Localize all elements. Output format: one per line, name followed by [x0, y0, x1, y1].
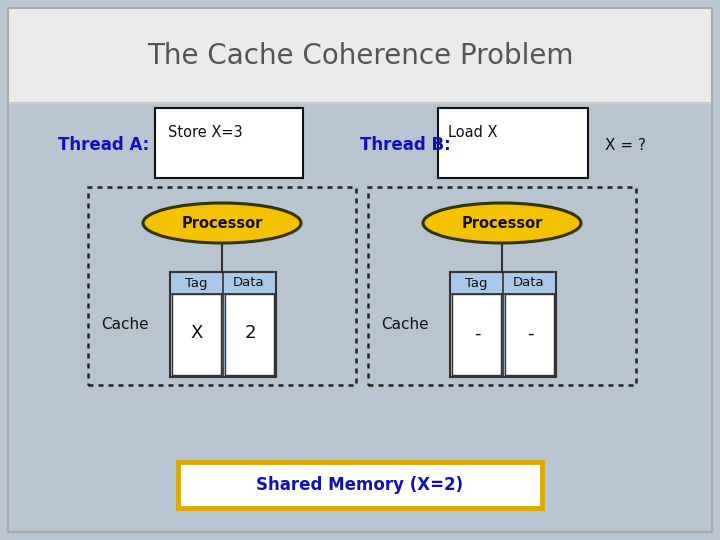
Bar [438, 108, 588, 178]
Bar [452, 294, 501, 375]
Text: Thread A:: Thread A: [58, 136, 149, 154]
Bar [225, 294, 274, 375]
Text: Tag: Tag [185, 276, 207, 289]
Text: Store X=3: Store X=3 [168, 125, 243, 140]
Text: Processor: Processor [181, 215, 263, 231]
Text: -: - [474, 325, 480, 342]
Ellipse shape [143, 203, 301, 243]
Text: The Cache Coherence Problem: The Cache Coherence Problem [147, 42, 573, 70]
Bar [88, 187, 356, 385]
Text: Thread B:: Thread B: [360, 136, 451, 154]
Text: Cache: Cache [381, 317, 429, 332]
Text: Cache: Cache [102, 317, 149, 332]
Text: 2: 2 [244, 325, 256, 342]
Text: X: X [191, 325, 203, 342]
Text: Tag: Tag [464, 276, 487, 289]
Text: Data: Data [513, 276, 545, 289]
Text: X = ?: X = ? [605, 138, 646, 152]
Bar [170, 272, 276, 377]
Bar [368, 187, 636, 385]
Ellipse shape [423, 203, 581, 243]
Text: Processor: Processor [462, 215, 543, 231]
Bar [450, 272, 556, 377]
Text: Shared Memory (X=2): Shared Memory (X=2) [256, 476, 464, 494]
Bar [505, 294, 554, 375]
Text: -: - [527, 325, 534, 342]
Bar [155, 108, 303, 178]
Bar [8, 8, 712, 103]
Text: Load X: Load X [448, 125, 498, 140]
Text: Data: Data [233, 276, 265, 289]
Bar [178, 462, 542, 508]
Bar [172, 294, 221, 375]
